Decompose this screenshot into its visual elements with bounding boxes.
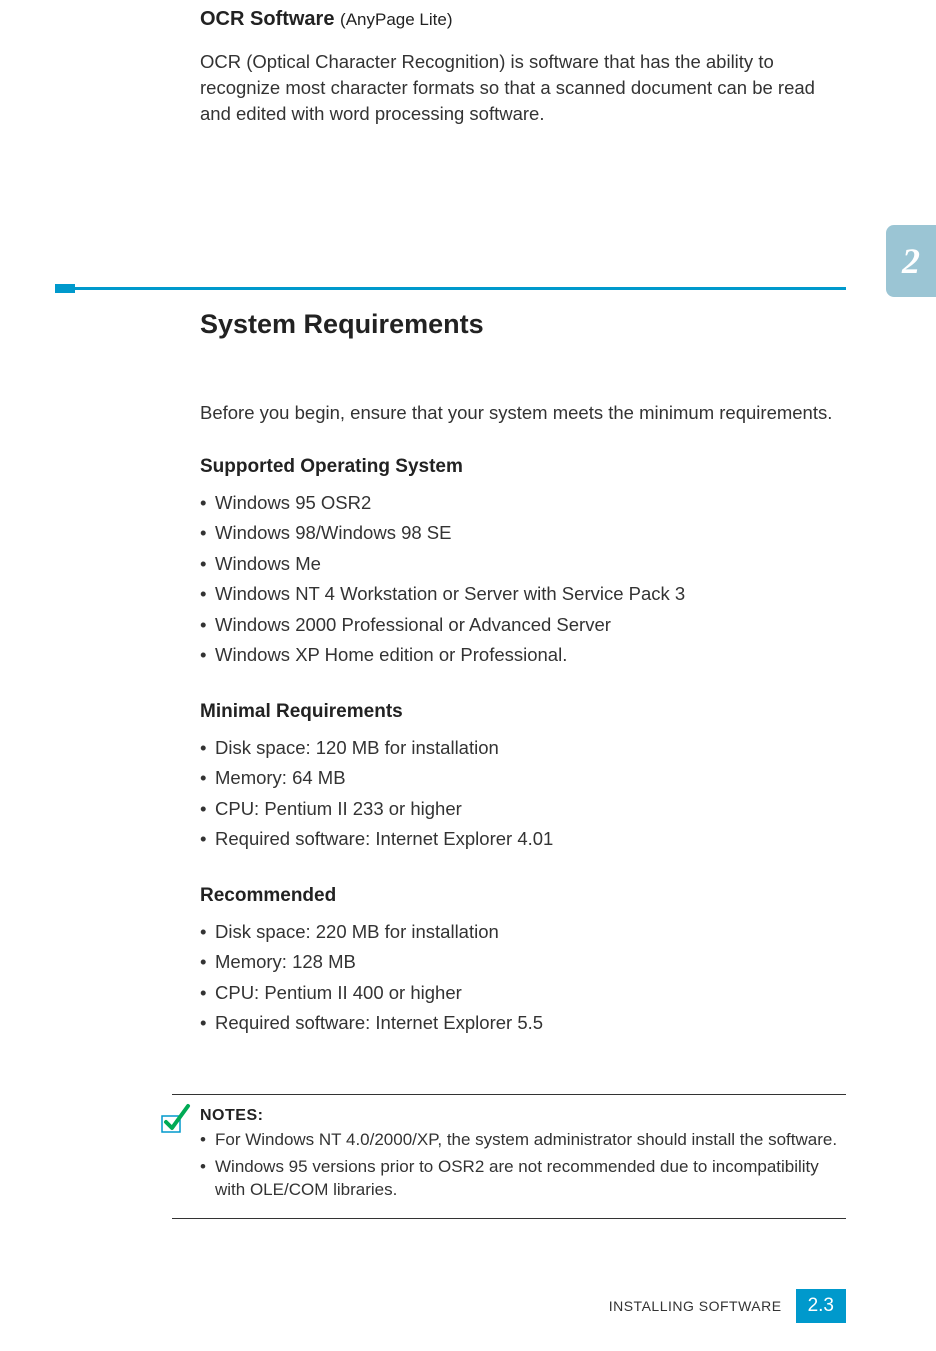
- ocr-title: OCR Software: [200, 8, 334, 30]
- notes-block: NOTES: For Windows NT 4.0/2000/XP, the s…: [172, 1094, 846, 1219]
- notes-list: For Windows NT 4.0/2000/XP, the system a…: [200, 1129, 846, 1202]
- list-item: Disk space: 120 MB for installation: [200, 733, 846, 764]
- footer-page-number: 2.3: [796, 1289, 846, 1323]
- list-item: Required software: Internet Explorer 4.0…: [200, 824, 846, 855]
- list-item: For Windows NT 4.0/2000/XP, the system a…: [200, 1129, 846, 1152]
- sysreq-intro: Before you begin, ensure that your syste…: [200, 400, 846, 426]
- list-item: Windows 95 OSR2: [200, 488, 846, 519]
- supported-list: Windows 95 OSR2 Windows 98/Windows 98 SE…: [200, 488, 846, 671]
- ocr-body-text: OCR (Optical Character Recognition) is s…: [200, 49, 846, 127]
- supported-heading: Supported Operating System: [200, 456, 846, 478]
- section-divider-wrap: System Requirements: [200, 287, 846, 340]
- list-item: Windows XP Home edition or Professional.: [200, 640, 846, 671]
- chapter-tab: 2: [886, 225, 936, 297]
- section-divider: [55, 287, 846, 290]
- footer-label: INSTALLING SOFTWARE: [609, 1298, 782, 1314]
- recommended-list: Disk space: 220 MB for installation Memo…: [200, 917, 846, 1039]
- list-item: Windows 95 versions prior to OSR2 are no…: [200, 1156, 846, 1202]
- notes-content: NOTES: For Windows NT 4.0/2000/XP, the s…: [172, 1094, 846, 1219]
- sysreq-heading: System Requirements: [200, 287, 846, 340]
- list-item: CPU: Pentium II 233 or higher: [200, 794, 846, 825]
- list-item: CPU: Pentium II 400 or higher: [200, 978, 846, 1009]
- list-item: Memory: 64 MB: [200, 763, 846, 794]
- list-item: Windows 2000 Professional or Advanced Se…: [200, 610, 846, 641]
- page-footer: INSTALLING SOFTWARE 2.3: [609, 1289, 846, 1323]
- page-content: OCR Software (AnyPage Lite) OCR (Optical…: [0, 0, 936, 1219]
- ocr-heading: OCR Software (AnyPage Lite): [200, 8, 846, 31]
- recommended-heading: Recommended: [200, 885, 846, 907]
- ocr-subtitle: (AnyPage Lite): [340, 10, 452, 29]
- list-item: Windows NT 4 Workstation or Server with …: [200, 579, 846, 610]
- list-item: Windows 98/Windows 98 SE: [200, 518, 846, 549]
- list-item: Windows Me: [200, 549, 846, 580]
- list-item: Memory: 128 MB: [200, 947, 846, 978]
- minimal-list: Disk space: 120 MB for installation Memo…: [200, 733, 846, 855]
- list-item: Required software: Internet Explorer 5.5: [200, 1008, 846, 1039]
- checkmark-icon: [160, 1102, 192, 1134]
- minimal-heading: Minimal Requirements: [200, 701, 846, 723]
- list-item: Disk space: 220 MB for installation: [200, 917, 846, 948]
- notes-label: NOTES:: [200, 1107, 846, 1125]
- chapter-number: 2: [902, 240, 920, 282]
